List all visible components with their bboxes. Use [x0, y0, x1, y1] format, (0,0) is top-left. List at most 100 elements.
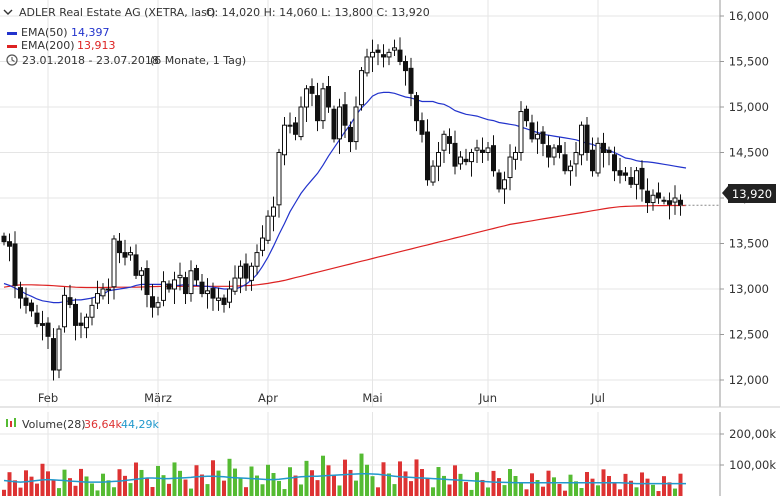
candle-body-down [194, 268, 199, 281]
candle [562, 142, 568, 175]
volume-bar [244, 487, 248, 496]
candle [667, 192, 672, 220]
volume-bar [18, 487, 23, 496]
price-tick-label: 12,000 [729, 373, 769, 387]
candle-body-up [513, 152, 518, 160]
candle [111, 235, 117, 300]
candle-body-up [287, 124, 293, 127]
volume-bar [62, 469, 67, 496]
volume-bar [73, 485, 78, 496]
candle [386, 48, 392, 66]
volume-bar [557, 484, 562, 496]
candle [474, 139, 480, 163]
candle [188, 260, 194, 302]
volume-up-swatch [6, 419, 8, 427]
candle [634, 167, 639, 200]
ema200-line [3, 204, 686, 289]
candle [463, 148, 469, 166]
volume-bar [651, 484, 655, 496]
candle [331, 105, 337, 143]
candle-body-down [463, 158, 469, 163]
candle [436, 142, 441, 182]
candle [287, 112, 293, 134]
candle-body-up [370, 51, 375, 58]
candle [458, 151, 463, 170]
volume-bar [304, 460, 309, 496]
candle-body-down [117, 240, 122, 254]
candle-body-up [573, 152, 579, 165]
volume-bar [458, 473, 463, 496]
volume-bar [167, 483, 171, 496]
volume-bar [535, 480, 540, 496]
candle-body-down [73, 303, 78, 326]
volume-bar [211, 460, 215, 496]
candle-body-down [293, 122, 298, 135]
price-tick-label: 15,000 [729, 100, 769, 114]
candle [67, 284, 73, 309]
volume-bar [398, 461, 402, 496]
candle-body-down [7, 241, 12, 247]
candle-body-up [95, 293, 100, 304]
candle [579, 121, 584, 166]
candle-body-down [496, 172, 502, 190]
candle-body-up [320, 88, 326, 122]
candle [656, 182, 661, 204]
volume-bar [183, 479, 188, 496]
candle [661, 196, 667, 205]
volume-bar [205, 484, 210, 496]
candle-body-up [155, 302, 161, 308]
candle-body-down [29, 302, 34, 312]
candle [623, 167, 628, 182]
candle [403, 55, 408, 86]
candle [480, 137, 485, 163]
candle [249, 262, 254, 291]
candle [166, 280, 172, 293]
candle [205, 278, 210, 309]
chevron-down-icon[interactable] [3, 9, 13, 15]
candle [133, 244, 139, 279]
candle-body-down [133, 254, 139, 276]
candle [496, 169, 502, 193]
candle-body-down [623, 172, 628, 176]
candle [513, 146, 518, 170]
candle-body-up [89, 304, 95, 318]
price-tick-label: 13,000 [729, 282, 769, 296]
volume-bar [343, 459, 347, 496]
candle-body-down [67, 297, 73, 305]
candle-body-down [45, 322, 51, 337]
candle-body-up [579, 124, 584, 156]
candle [282, 117, 287, 166]
candle-body-down [480, 149, 485, 154]
candle [128, 246, 133, 261]
candle [199, 273, 205, 298]
candle [546, 135, 551, 168]
candle [254, 244, 260, 275]
volume-bar [90, 483, 94, 496]
candle [18, 281, 23, 309]
candle-body-down [243, 263, 249, 279]
candle-body-down [524, 108, 529, 122]
price-badge-text: 13,920 [732, 187, 772, 201]
candle [595, 137, 601, 177]
candle-body-down [491, 145, 496, 172]
candle-body-up [436, 152, 441, 167]
volume-bar [524, 489, 529, 496]
candle [23, 287, 29, 314]
volume-bar [381, 462, 386, 496]
candle [568, 160, 573, 186]
candle-body-down [546, 145, 551, 158]
candle-body-down [331, 108, 337, 140]
candle [210, 282, 216, 311]
candle-body-up [441, 133, 447, 151]
candle [89, 297, 95, 326]
volume-bar [315, 480, 320, 496]
candle [612, 146, 617, 182]
volume-bar [425, 478, 430, 496]
candle [150, 283, 155, 318]
candle [45, 317, 51, 350]
volume-bar [491, 470, 496, 496]
volume-bar [568, 474, 573, 496]
candle-body-down [590, 149, 595, 172]
volume-legend: Volume(28) 36,64k 44,29k [6, 418, 159, 431]
volume-bar [431, 487, 435, 496]
